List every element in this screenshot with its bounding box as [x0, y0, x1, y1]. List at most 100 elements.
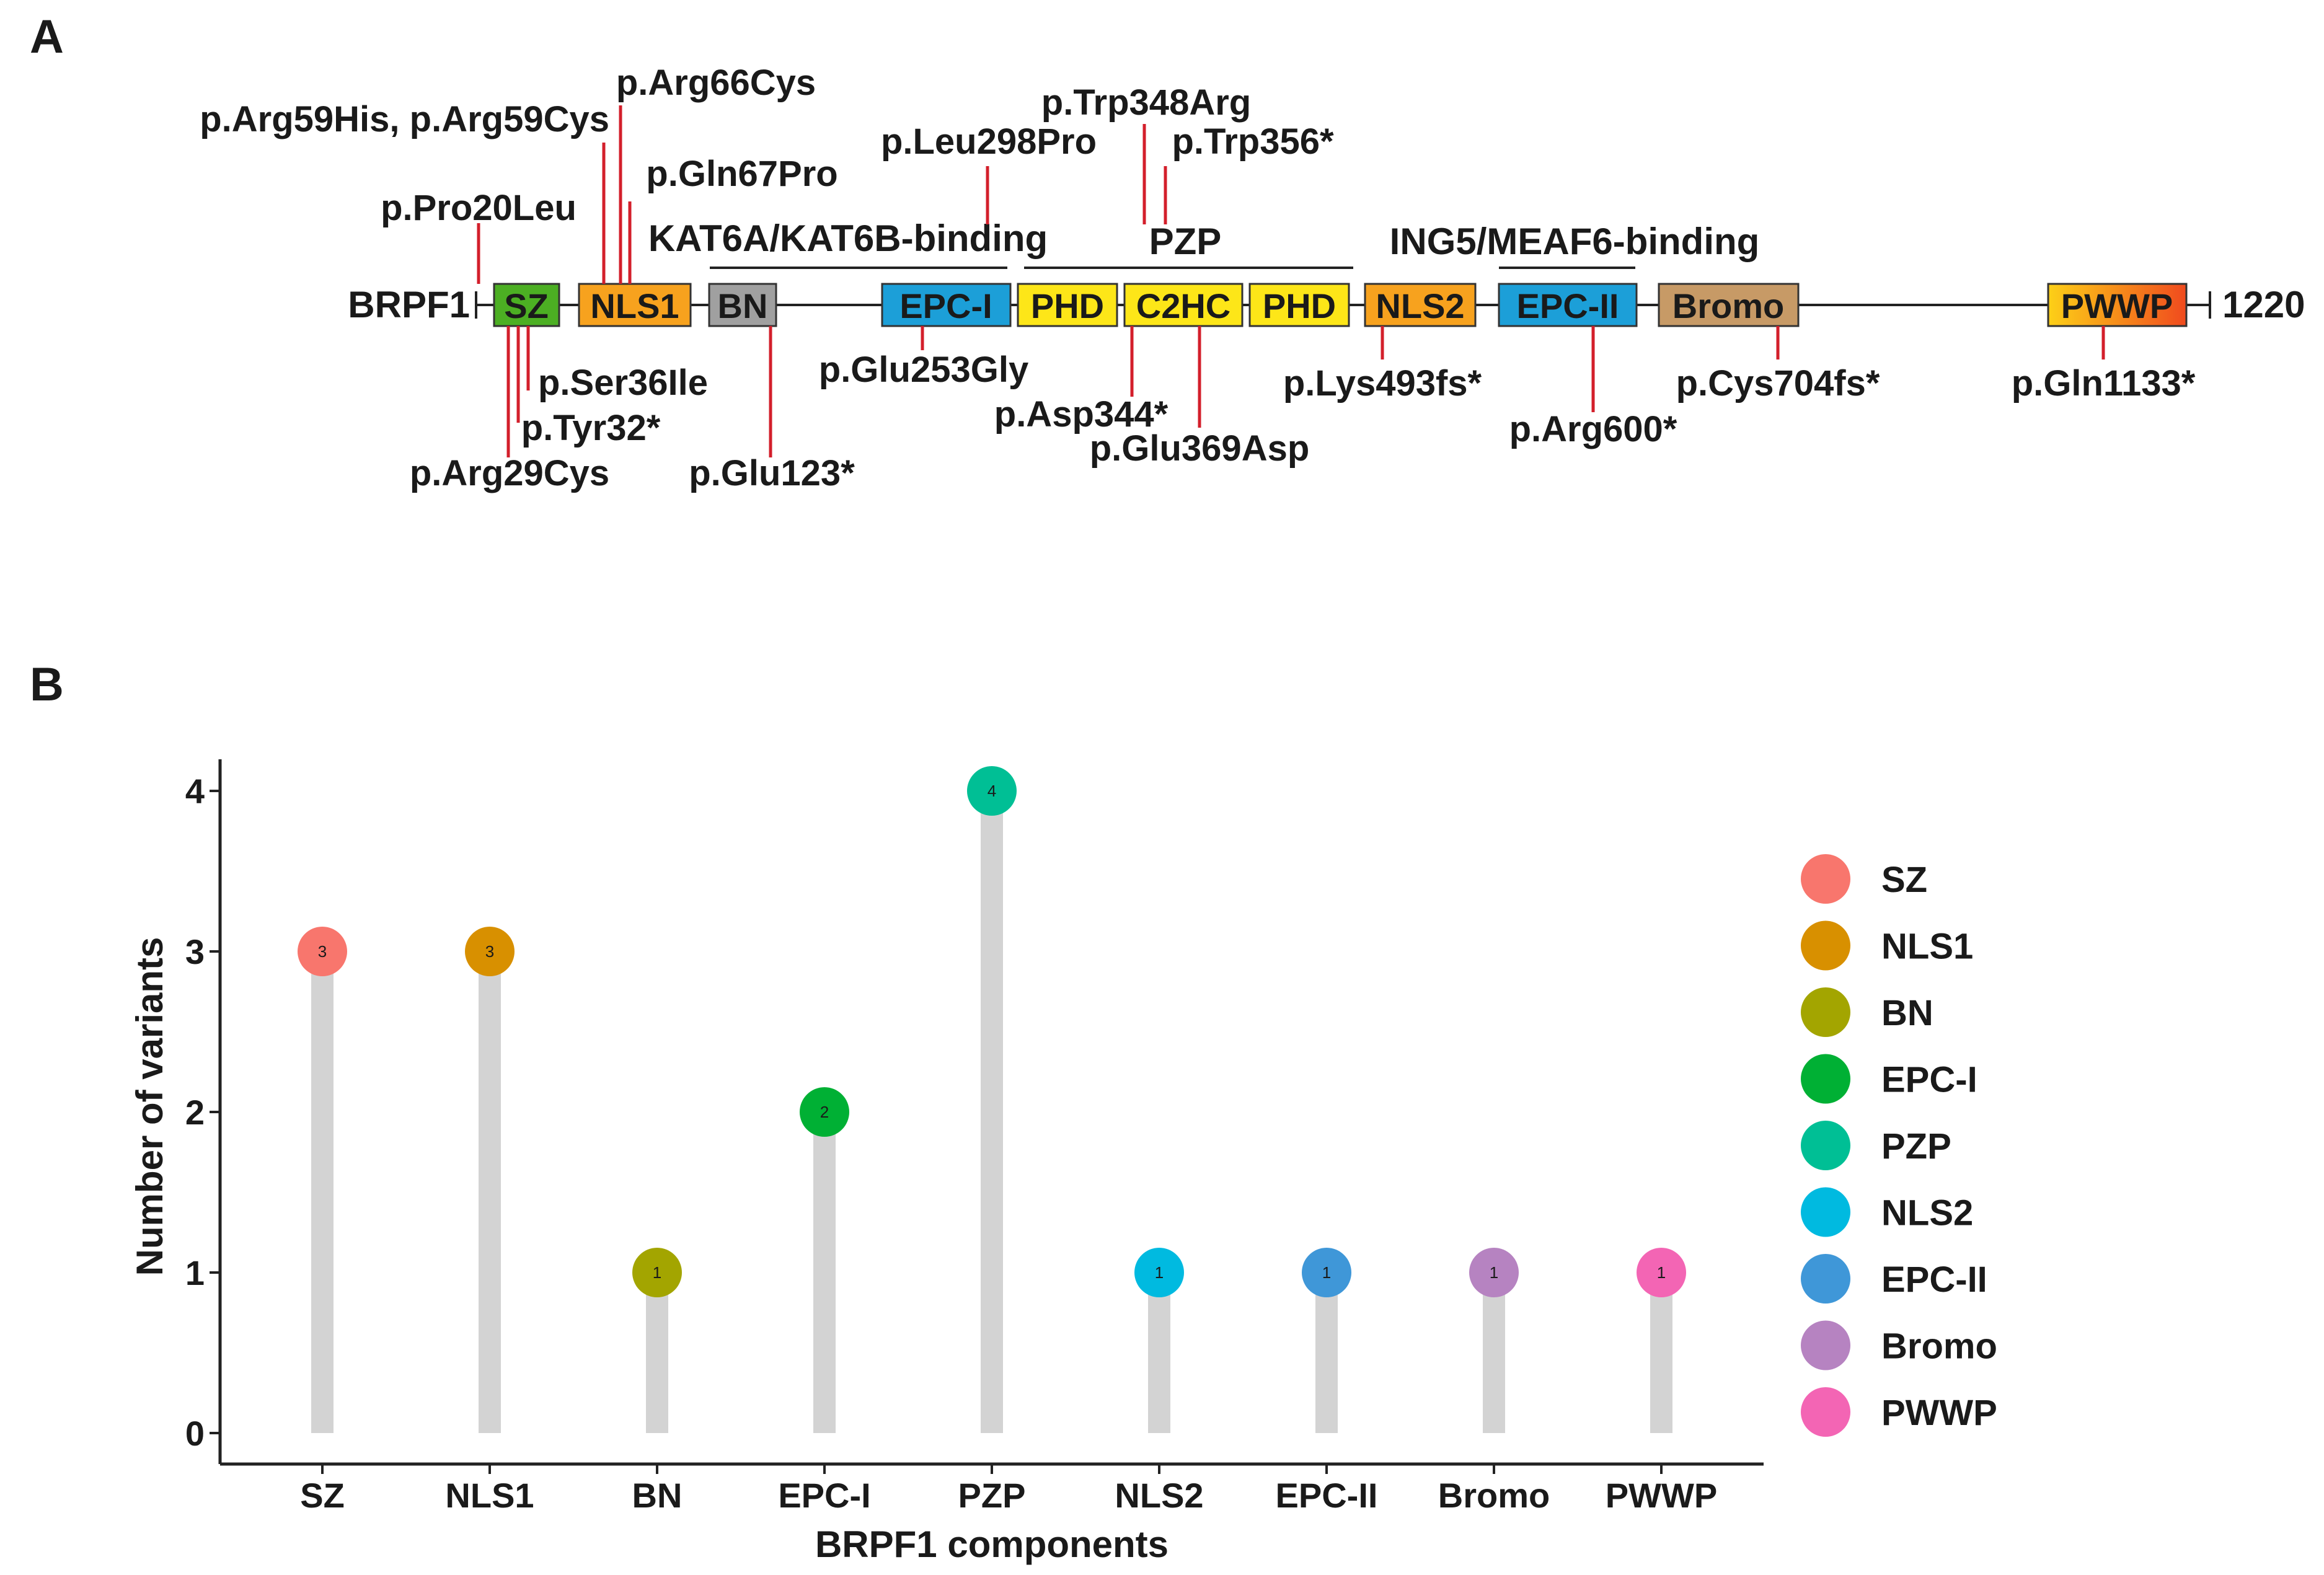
variant-label: p.Arg29Cys	[410, 453, 609, 493]
domain-box	[578, 283, 692, 327]
legend-label: SZ	[1881, 860, 1927, 900]
x-axis-title: BRPF1 components	[815, 1524, 1169, 1565]
domain-label: PHD	[1031, 286, 1104, 325]
domain-label: C2HC	[1136, 286, 1230, 325]
legend-label: EPC-I	[1881, 1060, 1977, 1100]
variant-label: p.Arg59His, p.Arg59Cys	[200, 99, 609, 139]
point-label: 2	[820, 1103, 829, 1121]
domain-box	[1123, 283, 1244, 327]
y-tick-label: 2	[185, 1093, 205, 1132]
lollipop-point	[298, 927, 347, 976]
variant-label: p.Trp356*	[1172, 121, 1334, 162]
lollipop-stem	[646, 1273, 668, 1433]
lollipop-point	[1302, 1248, 1351, 1297]
point-label: 3	[485, 942, 494, 961]
legend-label: PZP	[1881, 1126, 1951, 1167]
lollipop-stems	[311, 791, 1672, 1433]
x-tick-label: PZP	[958, 1476, 1026, 1515]
region-kat6-label: KAT6A/KAT6B-binding	[648, 218, 1048, 259]
variant-label: p.Trp348Arg	[1041, 82, 1251, 123]
domain-label: NLS2	[1376, 286, 1464, 325]
domain-nls2: NLS2	[1364, 283, 1477, 327]
protein-length: 1220	[2222, 284, 2305, 325]
x-tick-label: PWWP	[1606, 1476, 1717, 1515]
lollipop-stem	[1315, 1273, 1338, 1433]
domain-label: PHD	[1263, 286, 1336, 325]
variant-label: p.Tyr32*	[521, 408, 661, 448]
legend-label: NLS2	[1881, 1193, 1973, 1233]
domain-nls1: NLS1	[578, 283, 692, 327]
domain-box	[493, 283, 560, 327]
domain-c2hc: C2HC	[1123, 283, 1244, 327]
y-tick-label: 4	[185, 772, 205, 811]
panel-b-label: B	[30, 658, 64, 711]
domain-box	[2047, 283, 2188, 327]
variant-label: p.Gln1133*	[2012, 363, 2196, 404]
domain-epc-i: EPC-I	[881, 283, 1012, 327]
variant-label: p.Glu123*	[689, 453, 855, 493]
x-tick-label: BN	[632, 1476, 683, 1515]
legend-label: NLS1	[1881, 927, 1973, 967]
domain-phd-1: PHD	[1017, 283, 1118, 327]
protein-name: BRPF1	[348, 284, 470, 325]
domain-label: BN	[718, 286, 768, 325]
domain-label: NLS1	[590, 286, 679, 325]
lollipop-point	[1469, 1248, 1519, 1297]
variant-label: p.Glu369Asp	[1090, 428, 1310, 469]
lollipop-point	[632, 1248, 682, 1297]
legend-swatch	[1801, 1254, 1850, 1304]
legend-label: EPC-II	[1881, 1260, 1987, 1300]
lollipop-stem	[1148, 1273, 1170, 1433]
domain-bromo: Bromo	[1658, 283, 1800, 327]
domain-bn: BN	[708, 283, 777, 327]
domain-box	[1248, 283, 1350, 327]
lollipop-point	[1134, 1248, 1184, 1297]
domain-label: EPC-I	[899, 286, 992, 325]
domain-box	[1658, 283, 1800, 327]
x-tick-label: EPC-I	[778, 1476, 870, 1515]
legend-swatch	[1801, 1187, 1850, 1237]
lollipop-point	[465, 927, 515, 976]
lollipop-stem	[311, 951, 334, 1433]
lollipop-point	[800, 1087, 849, 1137]
lollipop-stem	[813, 1112, 836, 1433]
legend-swatch	[1801, 1054, 1850, 1104]
domain-epc-ii: EPC-II	[1498, 283, 1638, 327]
variant-label: p.Asp344*	[994, 394, 1169, 435]
legend-swatch	[1801, 1320, 1850, 1370]
variant-label: p.Gln67Pro	[646, 154, 837, 194]
x-tick-label: NLS2	[1115, 1476, 1203, 1515]
variant-label: p.Pro20Leu	[381, 188, 577, 228]
y-axis-title: Number of variants	[129, 937, 170, 1276]
chart-legend: SZ NLS1 BN EPC-I PZP NLS2 EPC-II Bromo PWWP	[1801, 854, 1997, 1437]
domain-label: Bromo	[1672, 286, 1784, 325]
variant-label: p.Ser36Ile	[538, 363, 708, 403]
y-tick-label: 0	[185, 1414, 205, 1453]
point-label: 1	[1657, 1263, 1666, 1282]
point-label: 1	[653, 1263, 661, 1282]
panel-a-label: A	[30, 11, 64, 63]
point-label: 1	[1322, 1263, 1331, 1282]
domain-label: EPC-II	[1517, 286, 1619, 325]
point-label: 1	[1155, 1263, 1164, 1282]
legend-label: Bromo	[1881, 1326, 1997, 1367]
legend-label: BN	[1881, 993, 1933, 1033]
legend-swatch	[1801, 1121, 1850, 1170]
lollipop-point	[967, 766, 1017, 816]
lollipop-chart: 0 1 2 3 4 3 3 1 2 4 1 1 1 1 SZ NLS1 BN EPC-I PZP NLS2 EPC-…	[129, 759, 1764, 1565]
x-tick-label: SZ	[300, 1476, 345, 1515]
point-label: 1	[1490, 1263, 1498, 1282]
lollipop-stem	[981, 791, 1003, 1433]
domain-box	[881, 283, 1012, 327]
x-tick-label: EPC-II	[1276, 1476, 1378, 1515]
domain-box	[1364, 283, 1477, 327]
domain-label: PWWP	[2061, 286, 2173, 325]
domain-sz: SZ	[493, 283, 560, 327]
variant-label: p.Leu298Pro	[881, 121, 1097, 162]
variant-label: p.Cys704fs*	[1676, 363, 1880, 404]
lollipop-heads: 3 3 1 2 4 1 1 1 1	[298, 766, 1686, 1297]
x-tick-label: Bromo	[1438, 1476, 1550, 1515]
x-axis-ticks: SZ NLS1 BN EPC-I PZP NLS2 EPC-II Bromo PWWP	[300, 1464, 1717, 1515]
y-tick-label: 3	[185, 932, 205, 971]
